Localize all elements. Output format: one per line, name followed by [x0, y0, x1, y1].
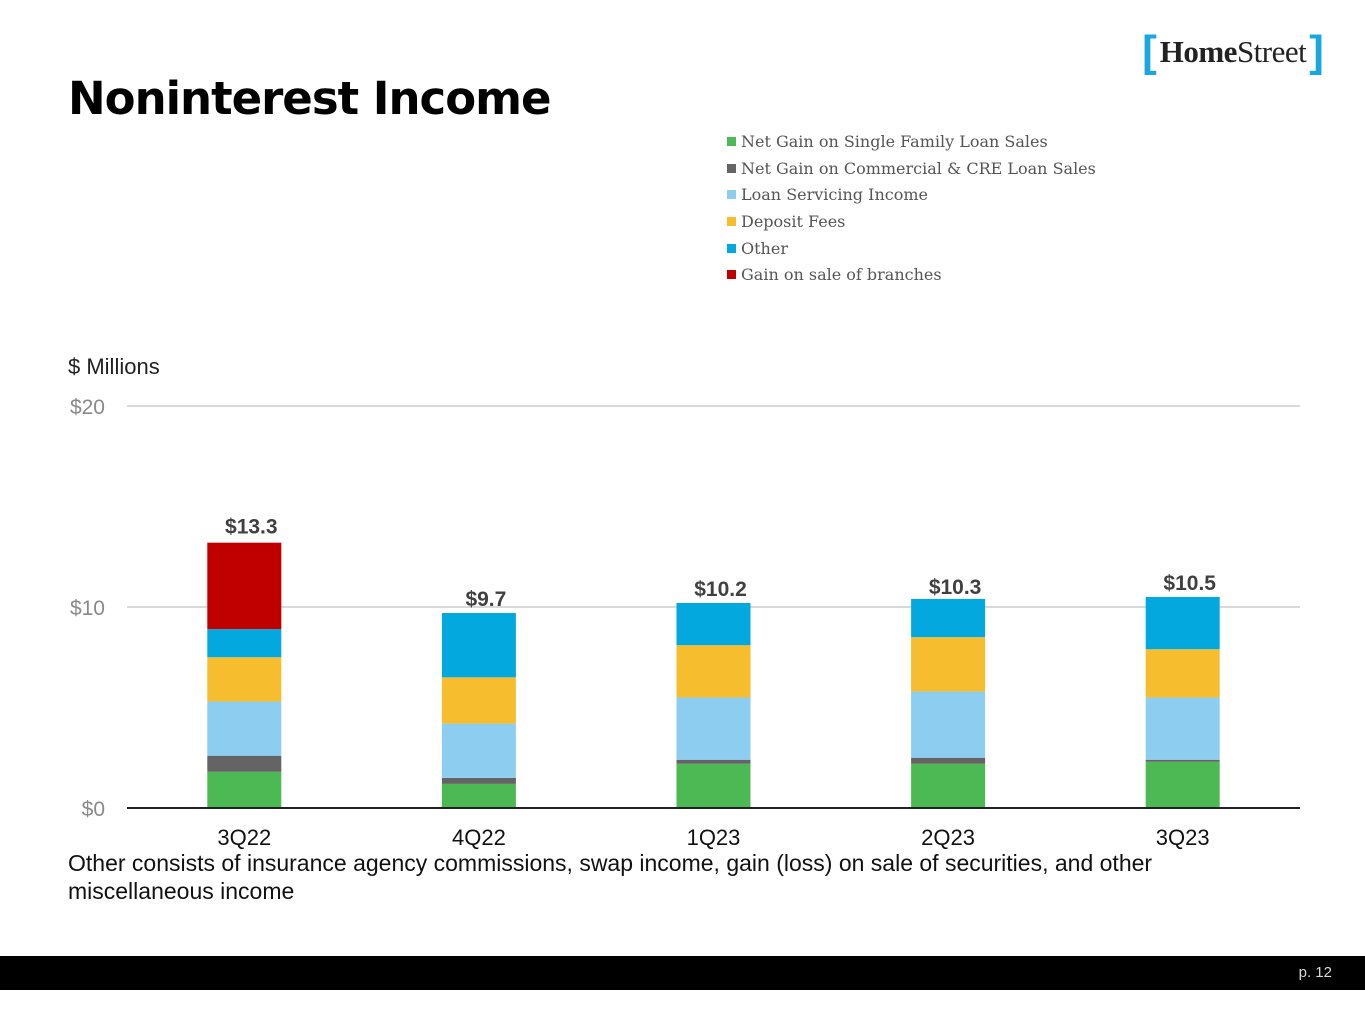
bar-segment-other	[911, 598, 986, 638]
bar-segment-net-gain-on-commercial-cre-loan-sales	[676, 759, 751, 764]
bar-segment-loan-servicing-income	[441, 723, 516, 778]
legend-swatch	[727, 136, 736, 146]
bar-total-label: $10.3	[929, 576, 982, 599]
x-tick-label: 1Q23	[687, 825, 741, 850]
bar-segment-loan-servicing-income	[676, 697, 751, 760]
bar-segment-deposit-fees	[207, 657, 282, 702]
footnote: Other consists of insurance agency commi…	[68, 850, 1153, 904]
bar-segment-net-gain-on-commercial-cre-loan-sales	[1145, 759, 1220, 762]
logo-left-bracket: [	[1142, 27, 1157, 76]
chart-legend: Net Gain on Single Family Loan Sales Net …	[727, 128, 1096, 288]
legend-label: Deposit Fees	[741, 211, 846, 231]
legend-item-net-gain-on-commercial-cre-loan-sales: Net Gain on Commercial & CRE Loan Sales	[727, 155, 1096, 182]
legend-item-gain-on-sale-of-branches: Gain on sale of branches	[727, 261, 1096, 288]
bar-total-label: $9.7	[465, 588, 506, 611]
legend-item-net-gain-on-single-family-loan-sales: Net Gain on Single Family Loan Sales	[727, 128, 1096, 155]
bar-segment-deposit-fees	[911, 637, 986, 692]
legend-swatch	[727, 216, 736, 226]
legend-label: Other	[741, 238, 788, 258]
x-tick-label: 2Q23	[921, 825, 975, 850]
bar-segment-net-gain-on-commercial-cre-loan-sales	[911, 757, 986, 764]
legend-swatch	[727, 243, 736, 253]
bar-segment-loan-servicing-income	[1145, 697, 1220, 760]
bar-segment-other	[441, 613, 516, 678]
bar-total-label: $10.5	[1163, 572, 1216, 595]
x-tick-label: 3Q22	[217, 825, 271, 850]
footer-bar: p. 12	[0, 956, 1365, 990]
legend-label: Net Gain on Commercial & CRE Loan Sales	[741, 158, 1096, 178]
bar-segment-other	[676, 602, 751, 646]
logo-wordmark: HomeStreet	[1160, 34, 1307, 70]
units-label: $ Millions	[68, 354, 160, 379]
bar-segment-deposit-fees	[441, 677, 516, 724]
page-number: p. 12	[1298, 964, 1332, 981]
y-tick-label: $0	[82, 798, 105, 821]
bar-segment-net-gain-on-single-family-loan-sales	[207, 771, 282, 808]
page-title: Noninterest Income	[68, 72, 552, 125]
bar-segment-deposit-fees	[676, 645, 751, 698]
bar-segment-net-gain-on-single-family-loan-sales	[676, 763, 751, 808]
bar-segment-net-gain-on-single-family-loan-sales	[911, 763, 986, 808]
legend-item-deposit-fees: Deposit Fees	[727, 208, 1096, 235]
bar-segment-net-gain-on-single-family-loan-sales	[1145, 761, 1220, 808]
legend-swatch	[727, 163, 736, 173]
y-tick-label: $10	[70, 597, 105, 620]
bar-segment-deposit-fees	[1145, 649, 1220, 698]
legend-item-other: Other	[727, 235, 1096, 262]
logo-word-bold: Home	[1159, 34, 1238, 69]
bar-segment-loan-servicing-income	[207, 701, 282, 756]
bar-segment-net-gain-on-commercial-cre-loan-sales	[441, 777, 516, 784]
x-tick-label: 3Q23	[1156, 825, 1210, 850]
bar-segment-loan-servicing-income	[911, 691, 986, 758]
bar-segment-other	[1145, 596, 1220, 650]
logo-right-bracket: ]	[1309, 27, 1324, 76]
legend-swatch	[727, 190, 736, 200]
legend-label: Gain on sale of branches	[741, 265, 942, 285]
legend-label: Loan Servicing Income	[741, 185, 928, 205]
bar-segment-other	[207, 629, 282, 658]
homestreet-logo: [ HomeStreet ]	[1130, 30, 1336, 74]
x-tick-label: 4Q22	[452, 825, 506, 850]
y-tick-label: $20	[70, 396, 105, 419]
bar-total-label: $13.3	[225, 516, 278, 539]
bar-segment-net-gain-on-commercial-cre-loan-sales	[207, 755, 282, 772]
legend-label: Net Gain on Single Family Loan Sales	[741, 131, 1048, 151]
stacked-bar-chart: $0 $10 $20 $13.3 3Q22 $9.7 4Q22 $10.2 1Q23 $10.3 2…	[70, 396, 1300, 850]
legend-swatch	[727, 270, 736, 280]
legend-item-loan-servicing-income: Loan Servicing Income	[727, 181, 1096, 208]
bar-segment-net-gain-on-single-family-loan-sales	[441, 783, 516, 808]
bar-segment-gain-on-sale-of-branches	[207, 542, 282, 630]
bar-total-label: $10.2	[694, 578, 747, 601]
logo-word-light: Street	[1236, 34, 1307, 69]
